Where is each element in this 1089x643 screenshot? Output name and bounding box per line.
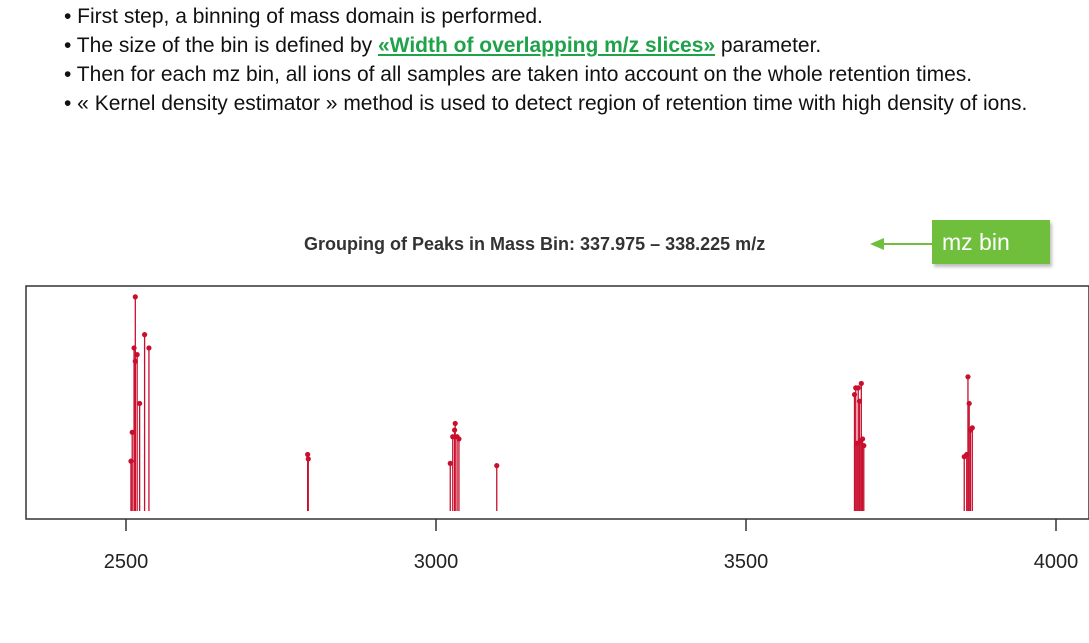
peak-point [142, 332, 148, 338]
peak-point [305, 451, 311, 458]
peak-point [969, 425, 975, 431]
mz-bin-callout: mz bin [932, 220, 1050, 264]
x-axis-ticks: 2500 3000 3500 4000 [104, 519, 1079, 573]
peak-point [861, 443, 867, 449]
peak-point [859, 436, 866, 442]
peak-point [305, 456, 311, 462]
peak-point [137, 400, 143, 407]
bullet-2-param: «Width of overlapping m/z slices» [378, 34, 716, 57]
peak-point [494, 463, 500, 469]
x-tick-label: 3000 [414, 551, 459, 573]
peak-point [858, 380, 864, 387]
plot-frame [25, 285, 1089, 520]
peak-marks [128, 294, 975, 511]
x-tick-label: 2500 [104, 551, 149, 573]
peak-point [456, 436, 462, 442]
peak-point [132, 294, 138, 300]
bullet-2: • The size of the bin is defined by «Wid… [64, 31, 1064, 60]
x-tick-label: 4000 [1034, 551, 1079, 573]
bullet-1: • First step, a binning of mass domain i… [64, 5, 543, 28]
bullet-list: • First step, a binning of mass domain i… [64, 2, 1064, 118]
peak-point [447, 460, 453, 466]
peak-point [134, 352, 140, 358]
bullet-4: • « Kernel density estimator » method is… [64, 92, 1028, 115]
peak-point [966, 400, 972, 407]
peak-point [452, 420, 458, 427]
bullet-2-suffix: parameter. [715, 34, 822, 57]
x-tick-label: 3500 [724, 551, 769, 573]
chart-title: Grouping of Peaks in Mass Bin: 337.975 –… [304, 234, 766, 254]
bullet-3: • Then for each mz bin, all ions of all … [64, 63, 973, 86]
bullet-2-prefix: • The size of the bin is defined by [64, 34, 378, 57]
callout-arrow-head [870, 238, 884, 250]
peak-point [855, 385, 861, 391]
peak-point [965, 374, 971, 380]
peak-point [146, 345, 152, 351]
